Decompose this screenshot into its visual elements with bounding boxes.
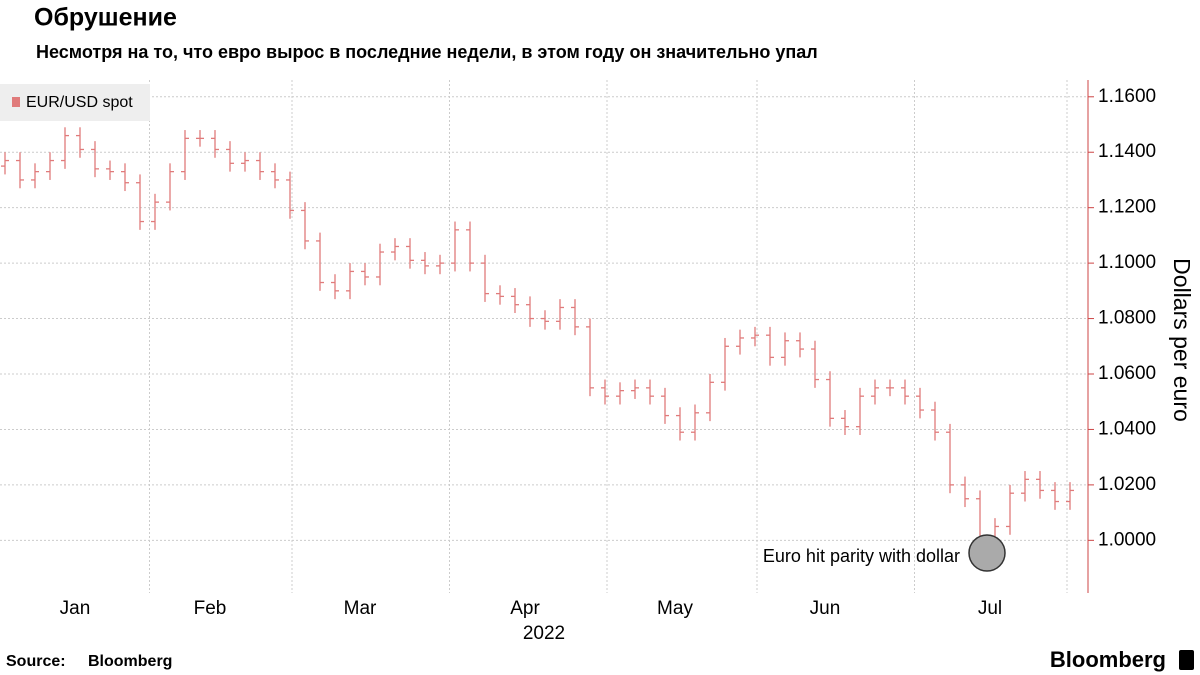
- source: Bloomberg: [88, 653, 172, 670]
- y-tick-label: 1.1200: [1098, 197, 1156, 218]
- x-tick-label: May: [657, 598, 693, 619]
- x-axis-label: 2022: [523, 623, 565, 644]
- x-tick-label: Jan: [60, 598, 91, 619]
- x-tick-label: Jun: [810, 598, 841, 619]
- y-tick-label: 1.1600: [1098, 86, 1156, 107]
- y-tick-label: 1.0200: [1098, 474, 1156, 495]
- x-tick-label: Jul: [978, 598, 1002, 619]
- logo-icon: [1179, 650, 1194, 670]
- source-label: Source:: [6, 653, 66, 670]
- x-tick-label: Feb: [194, 598, 227, 619]
- x-tick-label: Mar: [344, 598, 377, 619]
- y-tick-label: 1.1400: [1098, 141, 1156, 162]
- logo: Bloomberg: [1050, 647, 1166, 672]
- annotation-marker: [968, 534, 1006, 572]
- x-tick-label: Apr: [510, 598, 540, 619]
- chart-subtitle: Несмотря на то, что евро вырос в последн…: [36, 42, 818, 62]
- y-tick-label: 1.0600: [1098, 363, 1156, 384]
- legend-label: EUR/USD spot: [26, 94, 133, 111]
- y-tick-label: 1.1000: [1098, 252, 1156, 273]
- y-tick-label: 1.0000: [1098, 529, 1156, 550]
- chart-title: Обрушение: [34, 4, 177, 32]
- legend-swatch: [12, 97, 20, 107]
- y-axis-label: Dollars per euro: [1169, 258, 1195, 422]
- annotation: Euro hit parity with dollar: [763, 546, 960, 566]
- y-tick-label: 1.0800: [1098, 308, 1156, 329]
- legend-box: [0, 84, 150, 121]
- y-tick-label: 1.0400: [1098, 418, 1156, 439]
